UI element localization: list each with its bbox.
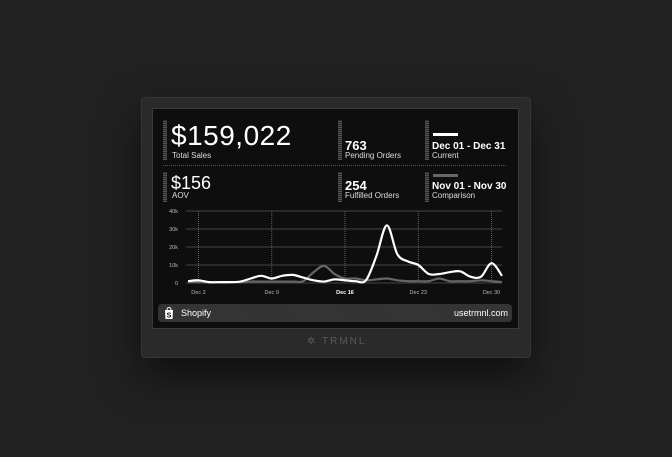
y-tick-label: 0: [175, 281, 178, 287]
svg-text:S: S: [167, 313, 172, 320]
x-tick-label: Dec 16: [336, 290, 354, 296]
shopify-bag-icon: S: [165, 307, 173, 320]
current-legend-line: [433, 133, 458, 136]
footer-url: usetrmnl.com: [453, 308, 508, 318]
total-sales-value: $159,022: [171, 120, 292, 151]
y-tick-label: 10k: [169, 263, 178, 269]
x-tick-label: Dec 30: [483, 290, 500, 296]
pending-orders-label: Pending Orders: [345, 151, 402, 160]
fulfilled-orders-label: Fulfilled Orders: [345, 191, 400, 200]
current-label: Current: [432, 151, 459, 160]
pending-orders-value: 763: [345, 138, 367, 153]
current-range: Dec 01 - Dec 31: [432, 141, 506, 152]
device-screen: [152, 108, 519, 329]
comparison-legend-line: [433, 174, 458, 177]
brand-name: TRMNL: [321, 336, 367, 347]
divider: [163, 165, 506, 166]
metric-accent-bar: [163, 172, 167, 202]
metric-accent-bar: [338, 120, 342, 160]
x-tick-label: Dec 2: [191, 290, 205, 296]
y-tick-label: 40k: [169, 209, 178, 215]
footer-bar: S Shopify usetrmnl.com: [158, 304, 512, 322]
y-tick-label: 20k: [169, 245, 178, 251]
x-tick-label: Dec 9: [265, 290, 279, 296]
comparison-range: Nov 01 - Nov 30: [432, 181, 507, 192]
metric-accent-bar: [338, 172, 342, 202]
aov-value: $156: [171, 173, 212, 193]
metric-accent-bar: [163, 120, 167, 160]
trmnl-logo: ✲ TRMNL: [307, 336, 367, 347]
x-tick-label: Dec 23: [410, 290, 427, 296]
footer-source: Shopify: [181, 308, 212, 318]
metric-accent-bar: [425, 172, 429, 202]
current-series-line: [187, 224, 503, 284]
total-sales-label: Total Sales: [172, 151, 212, 160]
metric-accent-bar: [425, 120, 429, 160]
aov-label: AOV: [172, 191, 189, 200]
y-tick-label: 30k: [169, 227, 178, 233]
comparison-label: Comparison: [432, 191, 476, 200]
fulfilled-orders-value: 254: [345, 178, 367, 193]
